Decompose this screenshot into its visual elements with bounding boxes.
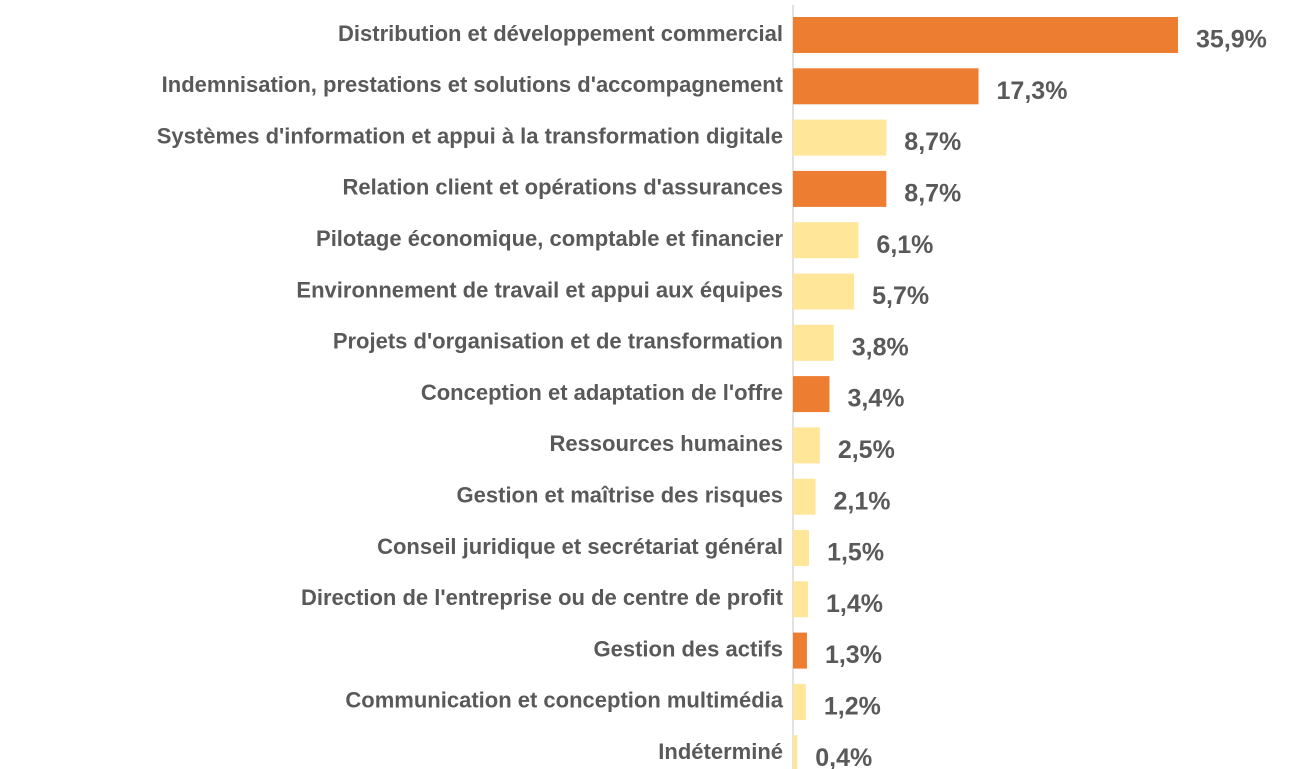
category-label: Relation client et opérations d'assuranc… — [343, 175, 783, 200]
category-label: Projets d'organisation et de transformat… — [333, 329, 783, 354]
value-label: 0,4% — [815, 744, 872, 769]
bar — [793, 17, 1179, 53]
value-label: 8,7% — [904, 180, 961, 208]
bar — [793, 427, 820, 464]
bar — [793, 68, 979, 105]
value-label: 1,5% — [827, 539, 884, 567]
category-label: Environnement de travail et appui aux éq… — [296, 277, 783, 302]
category-label: Communication et conception multimédia — [345, 688, 783, 713]
value-label: 8,7% — [904, 128, 961, 156]
bar — [793, 324, 834, 361]
bar — [793, 170, 887, 207]
category-label: Ressources humaines — [549, 431, 783, 456]
category-label: Indéterminé — [658, 739, 783, 764]
value-label: 1,3% — [825, 641, 882, 669]
bar — [793, 273, 855, 310]
value-label: 6,1% — [876, 231, 933, 259]
category-label: Pilotage économique, comptable et financ… — [316, 226, 783, 251]
category-label: Systèmes d'information et appui à la tra… — [157, 123, 783, 148]
bar — [793, 581, 809, 618]
value-label: 2,5% — [838, 436, 895, 464]
bar — [793, 222, 859, 259]
value-label: 3,4% — [847, 385, 904, 413]
value-label: 1,4% — [826, 590, 883, 618]
category-label: Distribution et développement commercial — [338, 21, 783, 46]
bar — [793, 530, 810, 566]
category-label: Direction de l'entreprise ou de centre d… — [301, 585, 784, 610]
bar — [793, 119, 887, 156]
bar — [793, 376, 830, 413]
value-label: 5,7% — [872, 282, 929, 310]
bar — [793, 735, 798, 769]
bar — [793, 478, 816, 515]
value-label: 2,1% — [834, 487, 891, 515]
bar — [793, 683, 806, 720]
value-label: 17,3% — [997, 77, 1068, 105]
category-label: Gestion des actifs — [593, 636, 783, 661]
value-label: 1,2% — [824, 693, 881, 721]
category-label: Conseil juridique et secrétariat général — [377, 534, 783, 559]
value-label: 35,9% — [1196, 26, 1267, 54]
category-label: Conception et adaptation de l'offre — [421, 380, 783, 405]
category-label: Indemnisation, prestations et solutions … — [162, 72, 784, 97]
category-label: Gestion et maîtrise des risques — [457, 483, 783, 508]
value-label: 3,8% — [852, 333, 909, 361]
bar — [793, 632, 807, 669]
